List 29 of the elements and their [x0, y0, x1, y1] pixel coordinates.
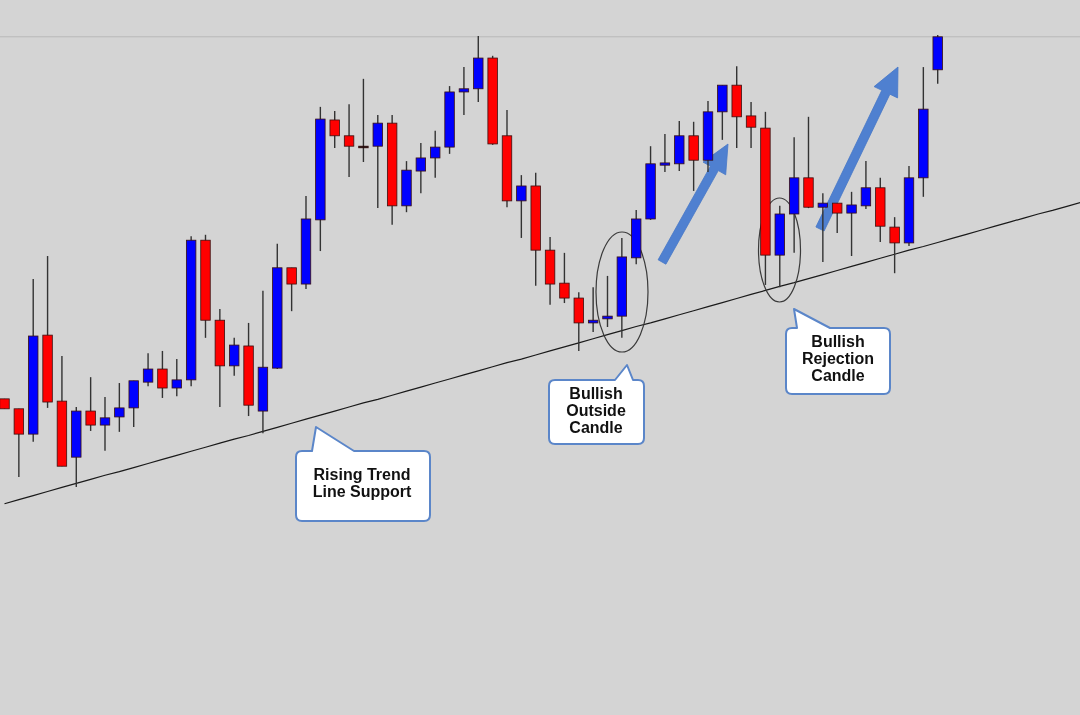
candlestick — [229, 337, 240, 377]
annotation: Rising Trend Line Support — [312, 466, 412, 500]
candlestick — [889, 216, 900, 274]
candlestick — [157, 350, 168, 399]
candlestick — [358, 78, 369, 163]
candlestick — [602, 275, 613, 328]
candlestick — [372, 114, 383, 209]
annotation: Bullish Outside Candle — [566, 385, 626, 436]
candlestick — [343, 103, 355, 178]
candlestick — [516, 174, 527, 239]
candlestick — [745, 101, 757, 149]
candlestick — [286, 267, 297, 312]
candlestick — [85, 376, 96, 432]
candlestick — [142, 352, 154, 387]
candlestick — [860, 160, 872, 210]
candlestick — [171, 358, 182, 397]
candlestick — [99, 396, 111, 452]
candlestick — [430, 130, 441, 179]
candlestick — [659, 133, 671, 173]
candlestick — [832, 202, 843, 234]
candlestick — [559, 252, 570, 304]
candlestick — [587, 286, 599, 333]
candlestick — [458, 66, 470, 116]
candlestick — [846, 191, 857, 257]
annotation: Bullish Rejection Candle — [801, 333, 875, 384]
candlestick — [329, 110, 340, 149]
candlestick — [415, 142, 426, 194]
candlestick — [114, 382, 125, 433]
candlestick — [817, 192, 828, 263]
